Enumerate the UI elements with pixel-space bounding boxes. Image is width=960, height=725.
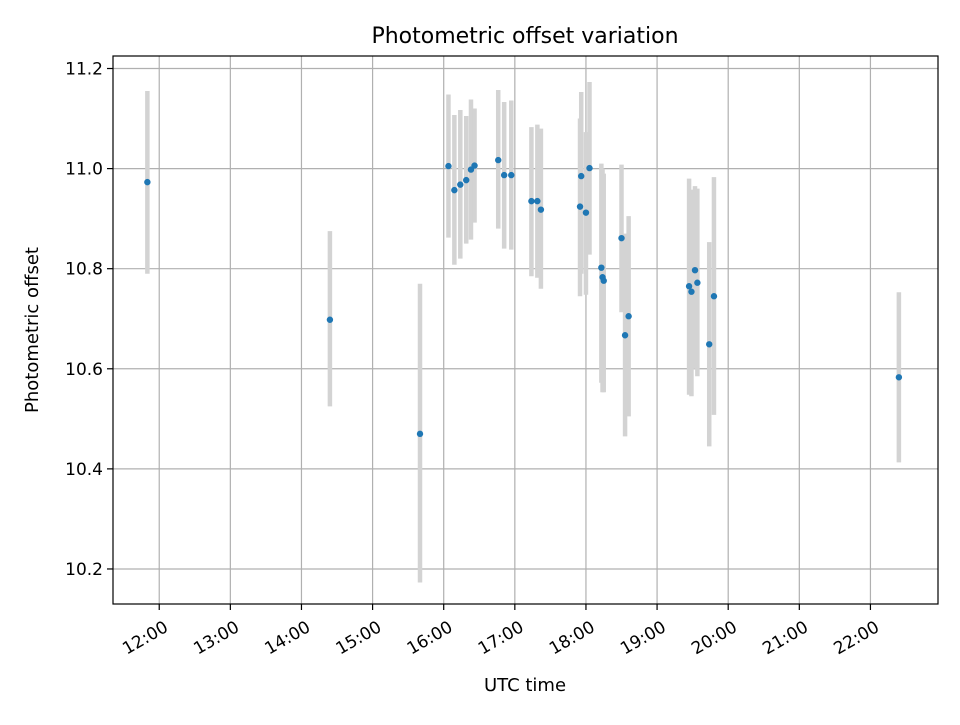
data-point [688,288,695,295]
data-points [144,156,903,438]
data-point [445,162,452,170]
data-point [706,341,713,348]
y-tick-label: 11.2 [65,60,103,80]
data-point [598,264,605,271]
y-tick-label: 10.8 [65,260,103,280]
data-point [471,162,478,169]
data-point [508,171,515,179]
data-point [694,279,701,286]
data-point [691,266,699,274]
y-tick-label: 10.4 [65,460,103,480]
data-point [618,234,625,242]
data-point [578,172,585,180]
data-point [144,178,151,186]
data-point [495,156,502,164]
data-point [895,374,903,381]
data-point [685,283,693,290]
data-point [463,176,470,184]
data-point [534,197,541,205]
data-point [451,186,458,194]
data-point [326,316,334,323]
data-point [537,206,545,213]
data-point [600,277,607,284]
y-tick-label: 10.6 [65,360,103,380]
data-point [621,332,629,339]
y-axis-label: Photometric offset [22,247,43,413]
chart-title: Photometric offset variation [371,24,678,49]
data-point [586,164,593,172]
y-tick-label: 11.0 [65,160,103,180]
data-point [576,203,584,210]
data-point [457,181,464,188]
data-point [582,209,590,216]
data-point [416,430,424,438]
grid [113,56,938,604]
data-point [710,293,718,300]
y-axis-ticks: 10.2 10.4 10.6 10.8 11.0 11.2 [65,60,113,580]
data-point [625,313,632,320]
plot-frame [112,55,939,605]
y-tick-label: 10.2 [65,560,103,580]
data-point [528,197,535,205]
x-axis-label: UTC time [484,675,566,696]
data-point [500,171,508,179]
